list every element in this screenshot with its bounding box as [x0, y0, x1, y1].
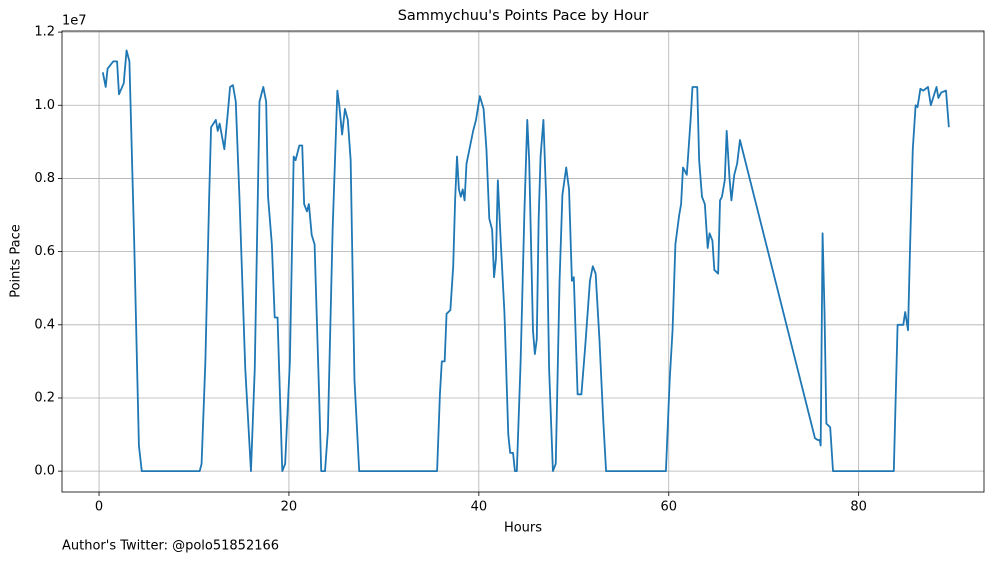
data-line	[101, 49, 950, 473]
chart-title: Sammychuu's Points Pace by Hour	[398, 8, 649, 24]
x-tick-label: 60	[660, 500, 677, 515]
y-tick-label: 0.8	[34, 171, 55, 186]
y-tick-label: 1.2	[34, 25, 55, 40]
x-tick-label: 40	[471, 500, 488, 515]
y-tick-label: 0.0	[34, 464, 55, 479]
y-tick-label: 0.4	[34, 317, 55, 332]
y-offset-label: 1e7	[62, 14, 87, 29]
y-axis-label: Points Pace	[9, 224, 24, 298]
x-tick-label: 20	[281, 500, 298, 515]
footer: Author's Twitter: @polo51852166	[62, 539, 279, 554]
y-tick-label: 0.2	[34, 390, 55, 405]
axes-frame	[61, 30, 985, 493]
x-axis-label: Hours	[504, 521, 542, 536]
x-tick-label: 0	[95, 500, 103, 515]
x-tick-label: 80	[850, 500, 867, 515]
y-tick-label: 0.6	[34, 244, 55, 259]
y-tick-label: 1.0	[34, 98, 55, 113]
